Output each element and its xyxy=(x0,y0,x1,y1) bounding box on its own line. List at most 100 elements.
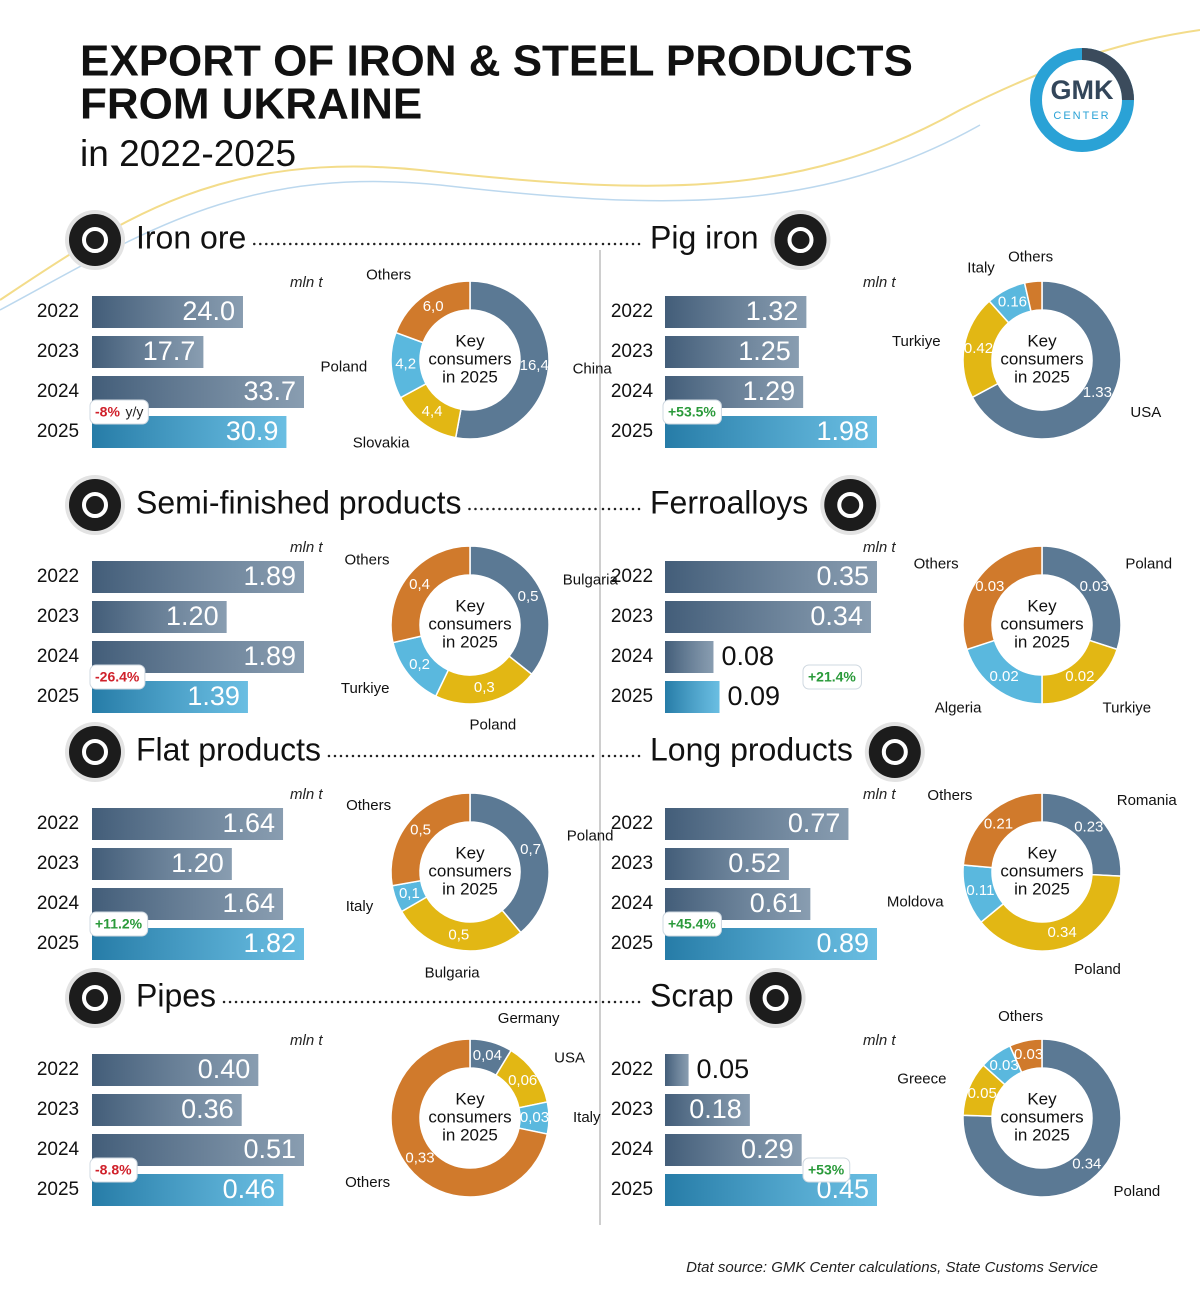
change-note: y/y xyxy=(125,404,143,420)
change-label: -8.8% xyxy=(95,1162,132,1178)
bar-sheen xyxy=(665,641,714,673)
slice-category-label: Others xyxy=(1008,249,1053,266)
bar-sheen xyxy=(665,336,799,368)
donut-slice xyxy=(1008,1038,1043,1074)
value-label: 1.89 xyxy=(243,641,296,671)
donut-slice xyxy=(394,280,471,344)
donut-center-label: in 2025 xyxy=(1014,367,1070,386)
bar-sheen xyxy=(92,808,284,840)
logo-name: GMK xyxy=(1051,75,1114,105)
slice-category-label: USA xyxy=(554,1050,585,1067)
change-badge xyxy=(89,664,146,690)
section-title: Pipes xyxy=(136,977,216,1013)
donut-center-label: in 2025 xyxy=(442,1125,498,1144)
bar-sheen xyxy=(92,561,304,593)
section-icon xyxy=(774,214,827,266)
donut-center-label: Key xyxy=(455,1089,485,1108)
section-icon xyxy=(69,479,121,531)
section-icon-glyph xyxy=(787,227,814,253)
section-title: Iron ore xyxy=(136,219,246,255)
section-title: Semi-finished products xyxy=(136,484,461,520)
value-label: 33.7 xyxy=(243,376,296,406)
unit-label: mln t xyxy=(863,274,896,291)
donut-slice xyxy=(390,1038,549,1198)
value-label: 17.7 xyxy=(143,336,196,366)
donut-center-label: consumers xyxy=(1000,614,1083,633)
unit-label: mln t xyxy=(863,786,896,803)
slice-category-label: Bulgaria xyxy=(563,571,619,588)
bar-sheen xyxy=(92,1094,242,1126)
section-icon xyxy=(824,479,877,531)
section-icon-glyph xyxy=(762,985,789,1011)
slice-category-label: Italy xyxy=(346,898,374,915)
slice-value-label: 6,0 xyxy=(423,298,444,315)
year-label: 2022 xyxy=(37,1059,79,1080)
value-label: 0.51 xyxy=(243,1134,296,1164)
donut-center-label: consumers xyxy=(428,614,511,633)
slice-value-label: 0,2 xyxy=(409,656,430,673)
donut-center-label: consumers xyxy=(428,349,511,368)
section-title: Long products xyxy=(650,731,853,767)
bar-sheen xyxy=(92,1054,259,1086)
title: FROM UKRAINE xyxy=(80,80,422,129)
donut-center-label: consumers xyxy=(428,1107,511,1126)
donut-slice xyxy=(962,545,1043,651)
section-icon-glyph xyxy=(837,492,864,518)
change-badge xyxy=(89,399,149,425)
change-badge xyxy=(89,911,149,937)
slice-value-label: 16,4 xyxy=(520,357,549,374)
donut-center-label: Key xyxy=(455,843,485,862)
donut-center-label: in 2025 xyxy=(442,632,498,651)
slice-category-label: Romania xyxy=(1117,792,1178,809)
subtitle: in 2022-2025 xyxy=(80,133,296,174)
year-label: 2022 xyxy=(611,813,653,834)
year-label: 2024 xyxy=(37,646,80,667)
year-label: 2022 xyxy=(37,813,79,834)
slice-category-label: Moldova xyxy=(887,893,944,910)
logo: GMK CENTER xyxy=(1030,48,1134,152)
change-label: +53% xyxy=(808,1162,845,1178)
year-label: 2024 xyxy=(611,893,654,914)
donut-center-label: in 2025 xyxy=(1014,1125,1070,1144)
bar-sheen xyxy=(665,1134,802,1166)
value-label: 1.20 xyxy=(166,601,219,631)
slice-value-label: 0,03 xyxy=(520,1109,549,1126)
year-label: 2024 xyxy=(611,381,654,402)
section-icon-glyph xyxy=(82,985,108,1011)
year-label: 2025 xyxy=(611,686,653,707)
year-label: 2025 xyxy=(37,933,79,954)
value-label: 0.08 xyxy=(721,641,774,671)
change-badge xyxy=(802,664,862,690)
value-label: 1.32 xyxy=(746,296,799,326)
section-icon-glyph xyxy=(82,492,108,518)
donut-slice xyxy=(1041,545,1122,651)
logo-arc xyxy=(1081,48,1134,101)
value-label: 0.35 xyxy=(816,561,869,591)
year-label: 2023 xyxy=(611,341,653,362)
slice-category-label: Others xyxy=(346,797,391,814)
donut-slice xyxy=(390,792,471,887)
donut-center-label: in 2025 xyxy=(442,367,498,386)
change-badge xyxy=(89,1157,138,1183)
unit-label: mln t xyxy=(290,539,323,556)
value-label: 1.29 xyxy=(743,376,796,406)
donut-slice xyxy=(962,1038,1122,1198)
slice-value-label: 0.03 xyxy=(1080,578,1109,595)
value-label: 1.82 xyxy=(243,928,296,958)
year-label: 2022 xyxy=(611,566,653,587)
slice-value-label: 0,04 xyxy=(473,1047,502,1064)
slice-category-label: Poland xyxy=(1074,961,1121,978)
slice-value-label: 4,4 xyxy=(422,403,443,420)
donut-center-label: Key xyxy=(1027,1089,1057,1108)
change-label: -8% xyxy=(95,404,120,420)
slice-category-label: Slovakia xyxy=(353,434,410,451)
section-title: Scrap xyxy=(650,977,734,1013)
value-label: 1.98 xyxy=(816,416,869,446)
bar-sheen xyxy=(92,336,204,368)
year-label: 2024 xyxy=(611,1139,654,1160)
year-label: 2024 xyxy=(37,893,80,914)
change-label: +53.5% xyxy=(668,404,716,420)
slice-value-label: 0.03 xyxy=(989,1057,1018,1074)
bar-sheen xyxy=(665,1094,750,1126)
